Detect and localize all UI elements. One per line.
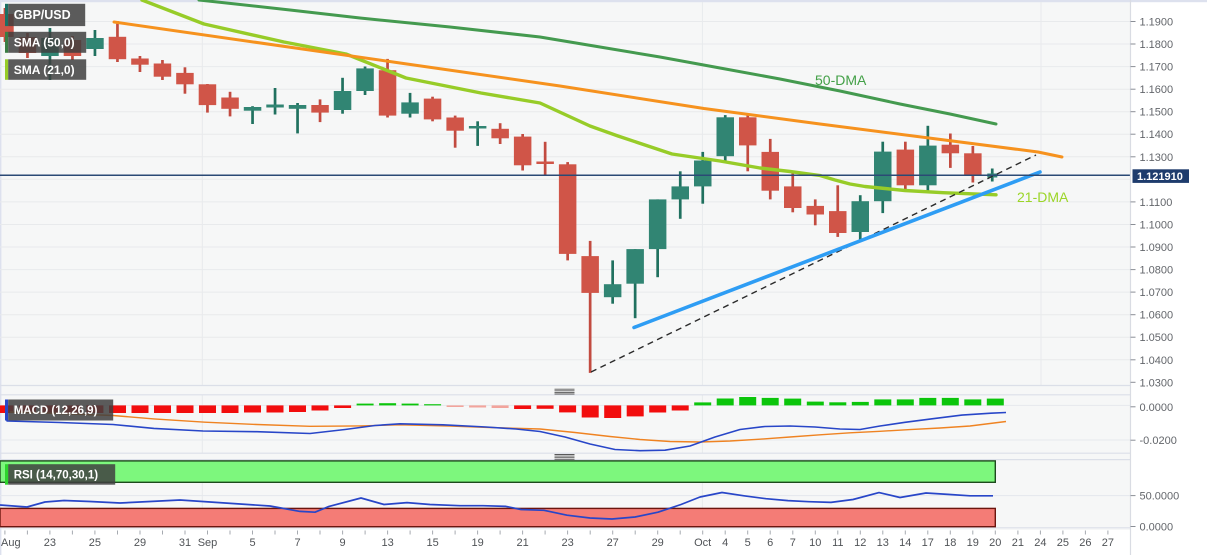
svg-text:4: 4 <box>722 537 728 549</box>
svg-text:-0.0200: -0.0200 <box>1140 435 1177 447</box>
svg-text:Aug: Aug <box>1 537 21 549</box>
svg-text:13: 13 <box>381 537 393 549</box>
svg-text:29: 29 <box>652 537 664 549</box>
svg-text:7: 7 <box>294 537 300 549</box>
svg-text:1.1900: 1.1900 <box>1140 17 1174 29</box>
svg-text:1.0800: 1.0800 <box>1140 265 1174 277</box>
svg-text:Sep: Sep <box>198 537 218 549</box>
svg-text:1.0600: 1.0600 <box>1140 310 1174 322</box>
svg-text:18: 18 <box>944 537 956 549</box>
svg-text:5: 5 <box>745 537 751 549</box>
svg-text:1.0700: 1.0700 <box>1140 287 1174 299</box>
svg-text:23: 23 <box>44 537 56 549</box>
svg-text:1.1400: 1.1400 <box>1140 129 1174 141</box>
svg-text:1.1700: 1.1700 <box>1140 62 1174 74</box>
svg-text:GBP/USD: GBP/USD <box>14 8 71 22</box>
svg-text:17: 17 <box>922 537 934 549</box>
svg-text:SMA (50,0): SMA (50,0) <box>14 36 75 50</box>
svg-text:1.1300: 1.1300 <box>1140 152 1174 164</box>
svg-text:11: 11 <box>832 537 843 549</box>
svg-text:SMA (21,0): SMA (21,0) <box>14 63 75 77</box>
svg-text:0.0000: 0.0000 <box>1140 402 1174 414</box>
svg-text:MACD (12,26,9): MACD (12,26,9) <box>14 405 98 417</box>
svg-text:7: 7 <box>790 537 796 549</box>
svg-text:1.121910: 1.121910 <box>1137 171 1183 183</box>
svg-text:5: 5 <box>249 537 255 549</box>
svg-text:1.1800: 1.1800 <box>1140 39 1174 51</box>
svg-text:21: 21 <box>516 537 528 549</box>
svg-text:25: 25 <box>89 537 101 549</box>
svg-text:15: 15 <box>426 537 438 549</box>
svg-text:21-DMA: 21-DMA <box>1017 189 1069 205</box>
svg-text:50.0000: 50.0000 <box>1140 491 1180 503</box>
svg-text:20: 20 <box>989 537 1001 549</box>
svg-text:6: 6 <box>767 537 773 549</box>
svg-text:31: 31 <box>179 537 191 549</box>
svg-text:13: 13 <box>877 537 889 549</box>
svg-text:26: 26 <box>1079 537 1091 549</box>
svg-text:1.1600: 1.1600 <box>1140 84 1174 96</box>
svg-text:9: 9 <box>340 537 346 549</box>
svg-text:1.1500: 1.1500 <box>1140 107 1174 119</box>
svg-text:1.0300: 1.0300 <box>1140 377 1174 389</box>
svg-text:RSI (14,70,30,1): RSI (14,70,30,1) <box>14 470 99 482</box>
svg-text:27: 27 <box>607 537 619 549</box>
svg-text:1.0500: 1.0500 <box>1140 332 1174 344</box>
svg-text:1.1000: 1.1000 <box>1140 220 1174 232</box>
svg-text:1.1100: 1.1100 <box>1140 197 1173 209</box>
svg-text:19: 19 <box>471 537 483 549</box>
svg-text:12: 12 <box>854 537 866 549</box>
svg-text:27: 27 <box>1102 537 1114 549</box>
svg-text:Oct: Oct <box>694 537 711 549</box>
svg-text:21: 21 <box>1012 537 1024 549</box>
svg-text:1.0900: 1.0900 <box>1140 242 1174 254</box>
svg-text:25: 25 <box>1057 537 1069 549</box>
svg-text:14: 14 <box>899 537 911 549</box>
svg-text:29: 29 <box>134 537 146 549</box>
svg-text:23: 23 <box>561 537 573 549</box>
svg-text:50-DMA: 50-DMA <box>815 72 867 88</box>
svg-text:19: 19 <box>967 537 979 549</box>
svg-text:0.0000: 0.0000 <box>1140 522 1174 534</box>
svg-text:24: 24 <box>1034 537 1046 549</box>
svg-text:1.0400: 1.0400 <box>1140 355 1174 367</box>
svg-text:10: 10 <box>809 537 821 549</box>
